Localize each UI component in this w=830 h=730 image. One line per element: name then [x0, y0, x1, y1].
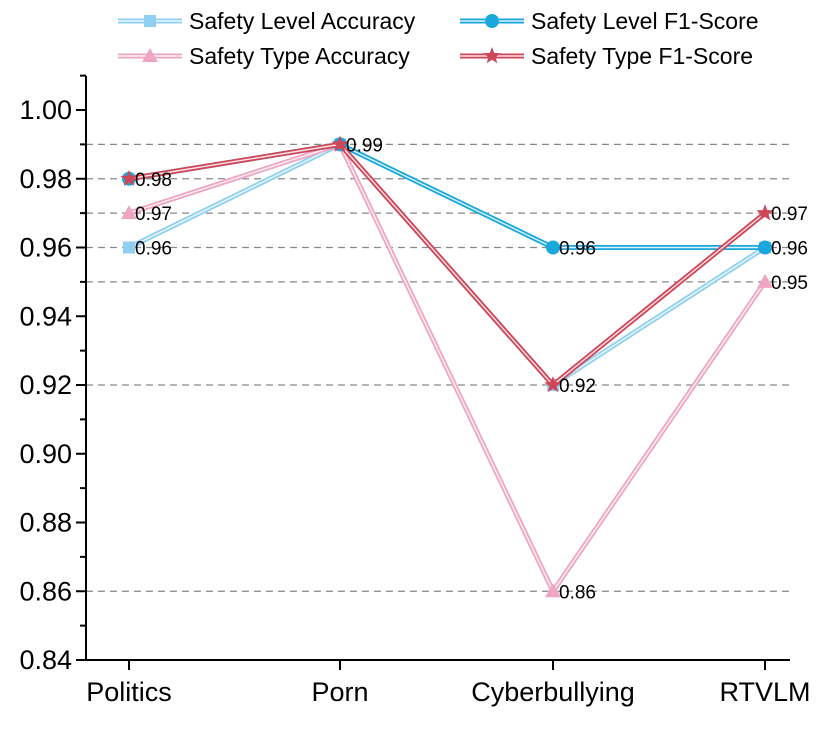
legend-label: Safety Type Accuracy: [189, 43, 410, 69]
data-label: 0.99: [346, 135, 383, 156]
legend-item: Safety Level F1-Score: [460, 8, 759, 34]
legend-marker: [485, 14, 499, 28]
data-point: [756, 204, 774, 221]
data-point: [545, 583, 561, 598]
legend-item: Safety Level Accuracy: [118, 8, 416, 34]
x-tick-label: RTVLM: [719, 677, 810, 707]
data-label: 0.86: [559, 582, 596, 603]
y-tick-label: 0.90: [19, 439, 72, 469]
series-safety-type-f1-score: [120, 135, 774, 393]
legend-label: Safety Type F1-Score: [531, 43, 753, 69]
legend-marker: [144, 15, 156, 27]
y-tick-label: 0.84: [19, 645, 72, 675]
data-label: 0.96: [135, 239, 172, 260]
y-tick-label: 0.88: [19, 508, 72, 538]
series-line-highlight: [128, 143, 765, 249]
y-tick-label: 0.94: [19, 301, 72, 331]
data-label: 0.96: [559, 239, 596, 260]
series-line-highlight: [128, 143, 766, 386]
legend-item: Safety Type Accuracy: [118, 43, 410, 69]
reference-lines: [86, 143, 790, 592]
y-tick-label: 0.98: [19, 164, 72, 194]
data-point: [123, 241, 135, 254]
legend-item: Safety Type F1-Score: [460, 43, 753, 69]
data-point: [544, 376, 562, 393]
data-point: [758, 240, 772, 255]
series-group: [120, 135, 774, 598]
x-tick-label: Cyberbullying: [471, 677, 635, 707]
data-label: 0.92: [559, 376, 596, 397]
data-point: [757, 273, 773, 288]
series-safety-level-f1-score: [122, 137, 772, 255]
data-point: [120, 169, 138, 186]
x-tick-label: Porn: [311, 677, 368, 707]
y-tick-label: 0.96: [19, 233, 72, 263]
legend-marker: [142, 48, 158, 62]
data-label: 0.95: [771, 273, 808, 294]
axes: 0.84 0.86 0.88 0.90 0.92 0.94 0.96 0.98 1.00 Poli…: [19, 74, 811, 707]
legend-label: Safety Level Accuracy: [189, 8, 416, 34]
series-line-highlight: [128, 143, 766, 592]
y-tick-label: 0.86: [19, 576, 72, 606]
legend: Safety Level Accuracy Safety Level F1-Sco…: [118, 8, 759, 69]
data-point: [121, 205, 137, 220]
data-label: 0.96: [771, 239, 808, 260]
x-tick-label: Politics: [86, 677, 172, 707]
data-labels: 0.96 0.96 0.96 0.97 0.86 0.95 0.98 0.99 0.92 0.97: [135, 135, 808, 603]
legend-label: Safety Level F1-Score: [531, 8, 759, 34]
data-label: 0.98: [135, 170, 172, 191]
data-label: 0.97: [771, 204, 808, 225]
data-point: [546, 240, 560, 255]
legend-marker: [483, 47, 501, 64]
y-tick-label: 1.00: [19, 95, 72, 125]
y-tick-label: 0.92: [19, 370, 72, 400]
data-label: 0.97: [135, 204, 172, 225]
data-point: [331, 135, 349, 152]
